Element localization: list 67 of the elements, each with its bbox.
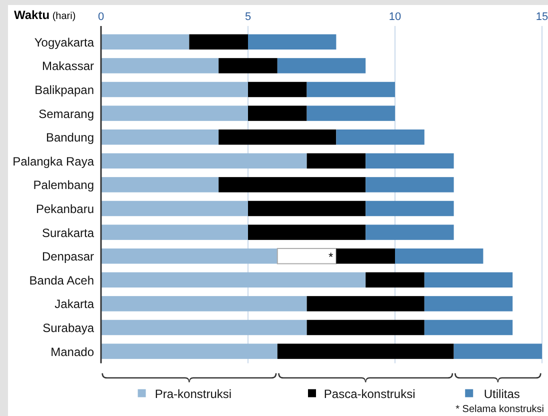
bar — [248, 200, 366, 216]
x-tick-label: 10 — [388, 11, 402, 23]
bar — [218, 58, 278, 74]
bar — [366, 224, 454, 240]
y-tick-label: Yogyakarta — [34, 35, 94, 50]
bar — [277, 344, 454, 359]
bar — [101, 82, 248, 98]
bar — [306, 320, 424, 336]
y-tick-label: Manado — [50, 344, 94, 359]
bar — [101, 58, 219, 74]
x-axis-title: Waktu (hari) — [14, 8, 76, 22]
bar — [366, 153, 454, 169]
bar — [101, 106, 248, 121]
y-tick-label: Palembang — [33, 178, 94, 192]
bar — [101, 344, 278, 359]
bar — [101, 272, 366, 288]
y-tick-label: Jakarta — [54, 297, 94, 312]
y-tick-label: Palangka Raya — [12, 154, 94, 168]
bar — [336, 129, 424, 145]
x-tick-label: 0 — [98, 11, 104, 23]
y-tick-label: Surabaya — [42, 321, 94, 335]
bar — [101, 34, 190, 50]
bar — [248, 106, 307, 121]
bar — [395, 248, 484, 264]
y-tick-label: Makassar — [42, 59, 94, 74]
bar — [366, 177, 454, 192]
bar — [424, 272, 513, 288]
legend-label: Utilitas — [484, 387, 520, 402]
bar — [218, 177, 366, 192]
bar — [276, 248, 337, 264]
y-tick-label: Denpasar — [42, 250, 94, 264]
bar — [454, 344, 542, 359]
bar — [306, 106, 395, 121]
bar — [248, 34, 336, 50]
bar — [336, 248, 395, 264]
bar — [101, 224, 248, 240]
bar — [424, 296, 513, 312]
y-tick-label: Balikpapan — [34, 83, 94, 97]
bar — [424, 320, 513, 336]
x-tick-label: 5 — [244, 11, 252, 23]
legend-label: Pasca-konstruksi — [324, 387, 416, 402]
y-tick-label: Banda Aceh — [29, 273, 94, 288]
text: * Selama konstruksi — [456, 404, 544, 415]
y-tick-label: Semarang — [38, 106, 94, 121]
bar — [101, 129, 219, 145]
data-label: * — [328, 250, 334, 264]
bar — [218, 129, 336, 145]
bar — [366, 200, 454, 216]
bar — [306, 153, 366, 169]
x-tick-label: 15 — [536, 11, 548, 23]
bar — [277, 58, 366, 74]
bar — [248, 224, 366, 240]
bar — [101, 320, 307, 336]
legend-label: Pra-konstruksi — [154, 387, 232, 402]
bar — [101, 153, 307, 169]
y-tick-label: Surakarta — [42, 226, 94, 240]
bar — [248, 82, 307, 98]
bar — [306, 296, 424, 312]
bar — [189, 34, 248, 50]
y-tick-label: Bandung — [46, 130, 94, 145]
bar — [306, 82, 395, 98]
bar — [366, 272, 424, 288]
bar — [101, 296, 307, 312]
bar — [101, 200, 248, 216]
bar — [101, 177, 219, 192]
bar — [101, 248, 278, 264]
y-tick-label: Pekanbaru — [36, 202, 94, 216]
